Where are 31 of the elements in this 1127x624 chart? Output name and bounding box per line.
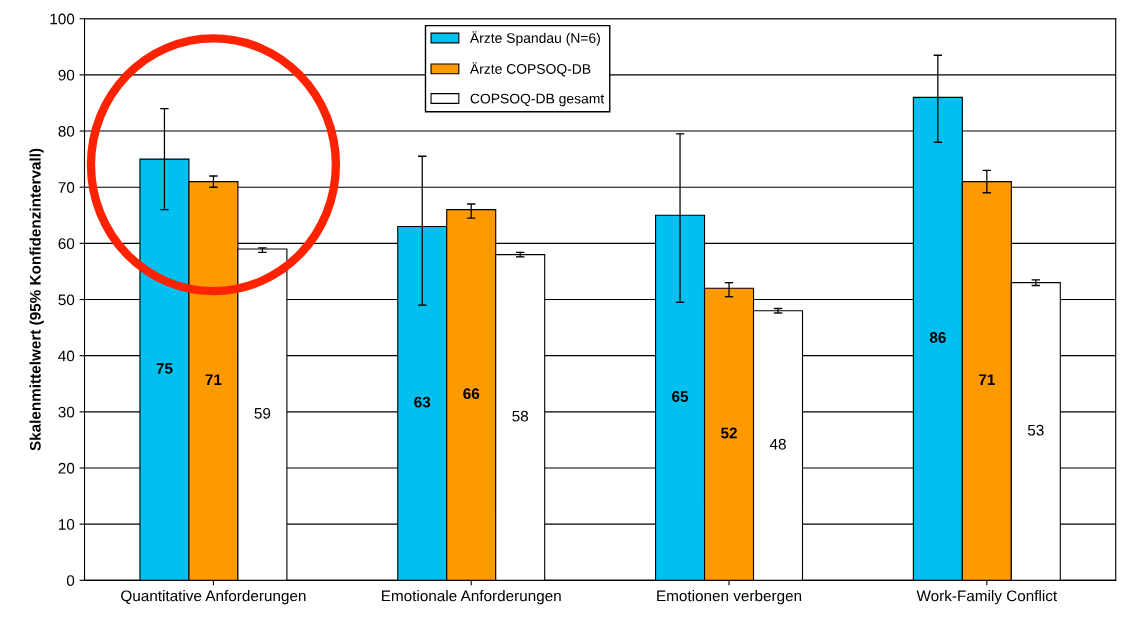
- y-tick-label: 10: [58, 519, 75, 530]
- x-tick-label: Emotionale Anforderungen: [382, 590, 561, 605]
- data-label: 75: [156, 363, 173, 374]
- data-label: 53: [1027, 424, 1044, 436]
- x-tick-label: Emotionen verbergen: [657, 590, 802, 605]
- data-label: 52: [721, 427, 737, 439]
- y-tick-label: 70: [58, 182, 75, 193]
- y-tick-label: 20: [58, 462, 75, 474]
- data-label: 58: [512, 410, 529, 422]
- y-tick-label: 100: [50, 13, 75, 25]
- data-label: 63: [414, 396, 431, 408]
- y-tick-label: 0: [66, 575, 75, 587]
- x-tick-label: Quantitative Anforderungen: [121, 590, 306, 605]
- data-label: 86: [929, 332, 946, 343]
- data-label: 71: [978, 374, 995, 385]
- y-tick-label: 30: [58, 406, 75, 418]
- y-tick-label: 90: [58, 69, 75, 81]
- y-tick-label: 60: [58, 238, 75, 250]
- y-tick-label: 40: [58, 350, 75, 362]
- x-tick-label: Work-Family Conflict: [916, 590, 1058, 605]
- data-label: 48: [769, 438, 786, 450]
- legend-label: Ärzte COPSOQ-DB: [469, 62, 591, 77]
- data-label: 65: [672, 391, 689, 402]
- data-label: 59: [254, 407, 271, 419]
- legend-label: COPSOQ-DB gesamt: [470, 93, 605, 107]
- data-label: 71: [205, 374, 222, 385]
- y-tick-label: 50: [58, 294, 75, 306]
- y-tick-label: 80: [58, 125, 75, 137]
- data-label: 66: [463, 388, 480, 400]
- y-axis-title: Skalenmittelwert (95% Konfidenzintervall): [29, 148, 44, 451]
- legend-label: Ärzte Spandau (N=6): [469, 31, 600, 46]
